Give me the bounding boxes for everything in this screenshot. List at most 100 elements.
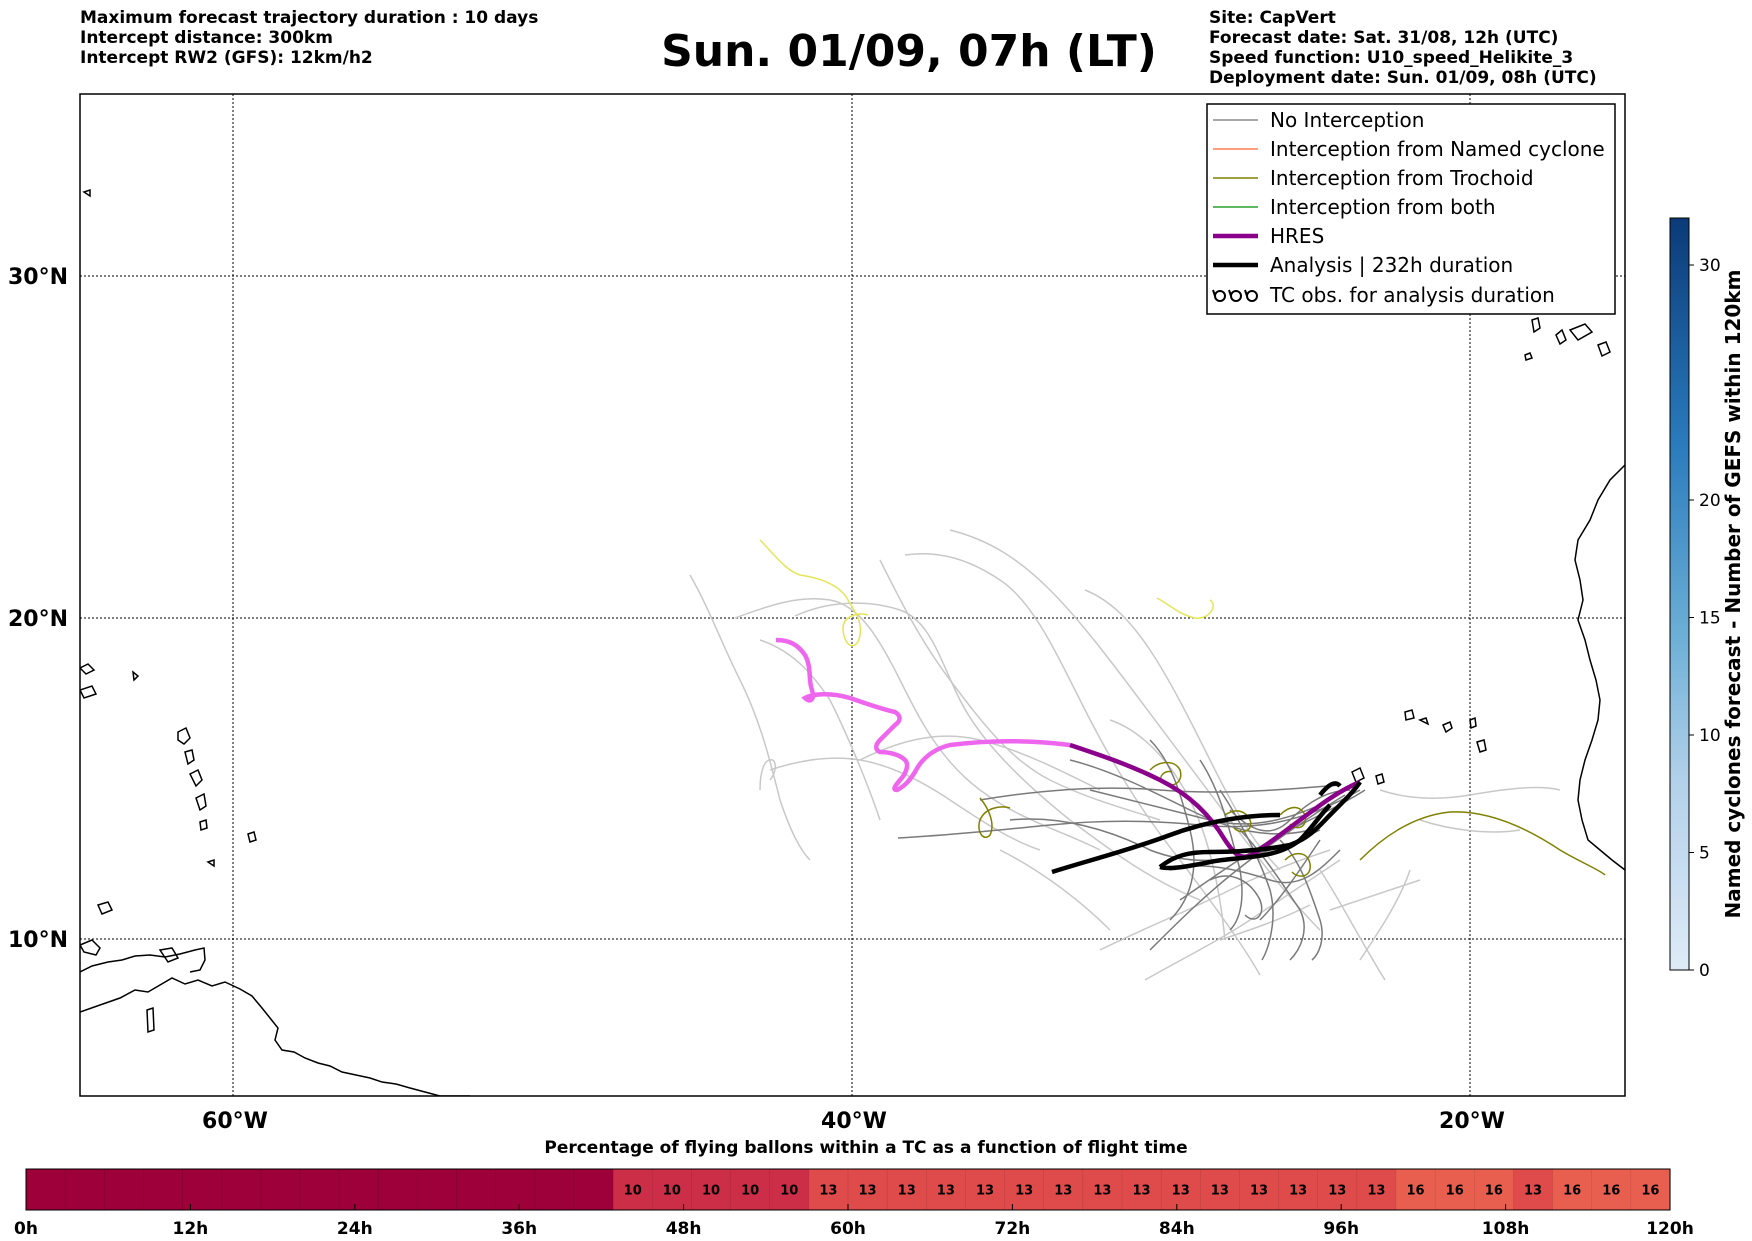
timeline-cell-value: 13 xyxy=(1328,1184,1346,1199)
dark-track xyxy=(1069,759,1311,835)
map-content xyxy=(80,94,1625,1096)
timeline-cell xyxy=(260,1169,301,1210)
header-right-line-4: Deployment date: Sun. 01/09, 08h (UTC) xyxy=(1209,68,1597,88)
barbados xyxy=(247,831,257,843)
timeline-cell xyxy=(300,1169,340,1210)
header-left-line-1: Maximum forecast trajectory duration : 1… xyxy=(80,8,539,28)
timeline-cell xyxy=(221,1169,262,1210)
timeline-cell-value: 10 xyxy=(624,1184,642,1199)
map-frame xyxy=(79,93,1626,1097)
dark-track xyxy=(1199,759,1243,931)
timeline-cell xyxy=(182,1169,223,1210)
legend-label-analysis: Analysis | 232h duration xyxy=(1270,253,1513,277)
header-right-line-1: Site: CapVert xyxy=(1209,8,1336,28)
light-track xyxy=(759,759,776,791)
trochoid-tracks xyxy=(978,761,1606,877)
trochoid-track xyxy=(1284,852,1311,877)
timeline-cell-value: 13 xyxy=(1015,1184,1033,1199)
timeline-cell-value: 16 xyxy=(1602,1184,1620,1199)
light-track xyxy=(879,559,1161,821)
timeline-cell-value: 13 xyxy=(1093,1184,1111,1199)
light-track xyxy=(734,597,1101,851)
timeline-cell xyxy=(1278,1168,1319,1211)
timeline-cell-value: 10 xyxy=(741,1184,759,1199)
timeline-cell-value: 16 xyxy=(1641,1184,1659,1199)
timeline-cell-value: 16 xyxy=(1407,1184,1425,1199)
trochoid-light-track xyxy=(1156,597,1214,619)
cv-fogo xyxy=(1375,773,1385,785)
canary-4 xyxy=(1597,341,1611,358)
legend-label-both: Interception from both xyxy=(1270,195,1496,219)
trinidad xyxy=(158,947,180,963)
timeline-cell-value: 13 xyxy=(1289,1184,1307,1199)
lat-label-10n: 10°N xyxy=(8,928,68,953)
light-track xyxy=(689,574,811,861)
timeline-cell xyxy=(456,1169,497,1210)
timeline-cell xyxy=(1591,1168,1632,1211)
dark-track xyxy=(1259,839,1321,921)
timeline-tick-label: 36h xyxy=(501,1219,537,1239)
timeline-cell xyxy=(847,1168,888,1211)
header-right-line-3: Speed function: U10_speed_Helikite_3 xyxy=(1209,48,1574,68)
legend: No Interception Interception from Named … xyxy=(1206,103,1616,315)
island-b xyxy=(96,901,114,915)
header-left: Maximum forecast trajectory duration : 1… xyxy=(80,8,538,68)
lon-label-40w: 40°W xyxy=(821,1109,887,1134)
dark-track xyxy=(897,789,1361,839)
timeline-cell xyxy=(65,1169,105,1210)
timeline-cell-value: 13 xyxy=(1054,1184,1072,1199)
header-left-line-3: Intercept RW2 (GFS): 12km/h2 xyxy=(80,48,373,68)
colorbar-tick-label: 5 xyxy=(1699,844,1710,864)
timeline-cell-value: 13 xyxy=(1367,1184,1385,1199)
africa-coast xyxy=(1574,464,1625,871)
ensemble-dark-tracks xyxy=(897,739,1366,961)
timeline-cell xyxy=(1004,1168,1045,1211)
legend-label-hres: HRES xyxy=(1270,224,1324,248)
timeline-cell-value: 16 xyxy=(1485,1184,1503,1199)
timeline-tick-label: 108h xyxy=(1482,1219,1530,1239)
st-vincent xyxy=(199,818,208,832)
timeline-cell-value: 13 xyxy=(976,1184,994,1199)
tc-symbol-icon xyxy=(1212,289,1258,302)
timeline-cell-value: 13 xyxy=(859,1184,877,1199)
timeline-tick-label: 120h xyxy=(1646,1219,1694,1239)
timeline-cell xyxy=(574,1169,614,1210)
cv-santo-antao xyxy=(1404,709,1415,721)
light-track xyxy=(1144,859,1341,981)
colorbar-tick-label: 30 xyxy=(1699,256,1721,276)
trochoid-light-tracks xyxy=(759,539,1214,647)
light-track xyxy=(1319,869,1386,981)
timeline-tick-label: 12h xyxy=(173,1219,209,1239)
timeline-cell-value: 13 xyxy=(898,1184,916,1199)
timeline-cell xyxy=(1434,1168,1476,1211)
light-track xyxy=(759,639,881,821)
analysis-track xyxy=(1159,803,1332,871)
timeline-cell xyxy=(104,1169,144,1210)
timeline-cell xyxy=(417,1169,458,1210)
timeline-cell-value: 13 xyxy=(937,1184,955,1199)
timeline-cell-value: 13 xyxy=(1250,1184,1268,1199)
trochoid-light-track xyxy=(759,539,869,647)
analysis-tracks xyxy=(1051,780,1362,875)
timeline-title: Percentage of flying ballons within a TC… xyxy=(544,1138,1187,1158)
guadeloupe xyxy=(177,726,191,745)
timeline-tick-label: 48h xyxy=(666,1219,702,1239)
timeline-cell-value: 10 xyxy=(663,1184,681,1199)
timeline-cell xyxy=(808,1168,849,1211)
timeline-cell xyxy=(652,1168,693,1211)
dark-track xyxy=(1239,829,1305,961)
coastlines xyxy=(80,188,1625,1096)
timeline-cell-value: 13 xyxy=(1524,1184,1542,1199)
timeline-ticks: 0h 12h 24h 36h 48h 60h 72h 84h 96h 108h 120h xyxy=(14,1204,1694,1239)
timeline-cell-value: 13 xyxy=(1172,1184,1190,1199)
timeline-cell xyxy=(1356,1168,1397,1211)
colorbar-gradient xyxy=(1669,217,1690,971)
timeline-cell-value: 10 xyxy=(780,1184,798,1199)
light-track xyxy=(999,849,1111,931)
st-lucia xyxy=(195,792,207,812)
timeline-cell xyxy=(612,1168,654,1211)
dark-track xyxy=(1279,839,1323,961)
bermuda xyxy=(82,188,91,198)
timeline-cell xyxy=(378,1169,418,1210)
